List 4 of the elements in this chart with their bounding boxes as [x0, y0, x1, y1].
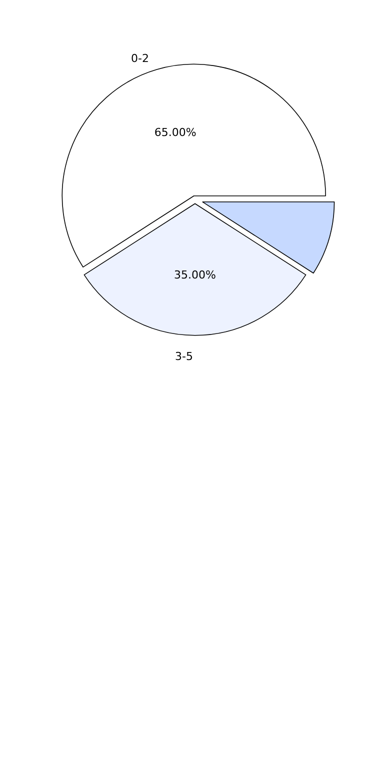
data-label: 35.00%: [174, 268, 216, 282]
data-label: 65.00%: [154, 126, 196, 140]
slice-label: 3-5: [175, 350, 193, 363]
slice-label: 0-2: [131, 52, 149, 65]
